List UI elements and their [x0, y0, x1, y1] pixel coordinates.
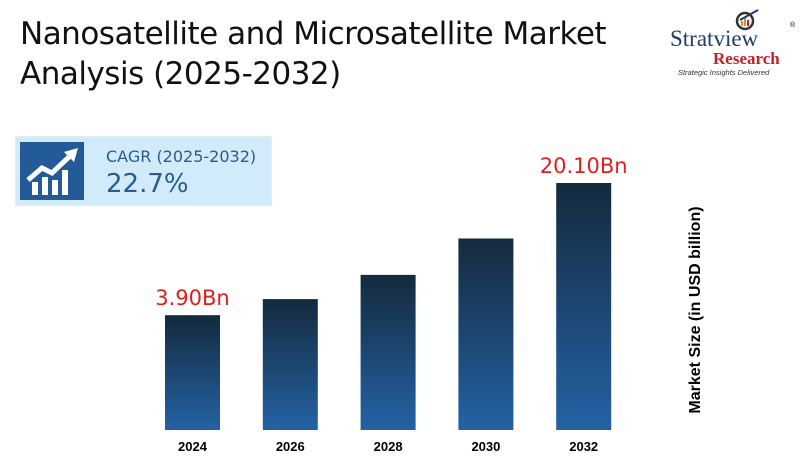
- page-title: Nanosatellite and Microsatellite Market …: [20, 14, 607, 94]
- title-line-2: Analysis (2025-2032): [20, 56, 341, 92]
- x-tick-label: 2028: [374, 439, 403, 454]
- title-line-1: Nanosatellite and Microsatellite Market: [20, 16, 607, 52]
- bar-2032: [556, 183, 612, 430]
- cagr-box: CAGR (2025-2032) 22.7%: [15, 136, 272, 206]
- x-tick-label: 2026: [276, 439, 305, 454]
- bar-2030: [458, 238, 514, 430]
- y-axis-label: Market Size (in USD billion): [687, 206, 704, 414]
- x-tick-label: 2030: [471, 439, 500, 454]
- growth-chart-icon: [20, 142, 84, 200]
- logo-brand: Stratview: [670, 26, 759, 51]
- logo-tagline: Strategic Insights Delivered: [678, 68, 770, 77]
- x-tick-label: 2024: [178, 439, 208, 454]
- magnifier-chart-icon: [735, 9, 759, 31]
- data-label: 3.90Bn: [155, 286, 229, 310]
- x-tick-label: 2032: [569, 439, 598, 454]
- logo-sub: Research: [713, 49, 780, 68]
- bar-2024: [165, 315, 220, 430]
- cagr-label: CAGR (2025-2032): [106, 147, 257, 166]
- bar-2028: [360, 274, 416, 430]
- bar-2026: [262, 299, 318, 430]
- data-label: 20.10Bn: [540, 154, 628, 178]
- cagr-value: 22.7%: [106, 169, 189, 199]
- registered-mark: ®: [790, 22, 796, 29]
- stratview-logo: Stratview ® Research Strategic Insights …: [668, 8, 800, 77]
